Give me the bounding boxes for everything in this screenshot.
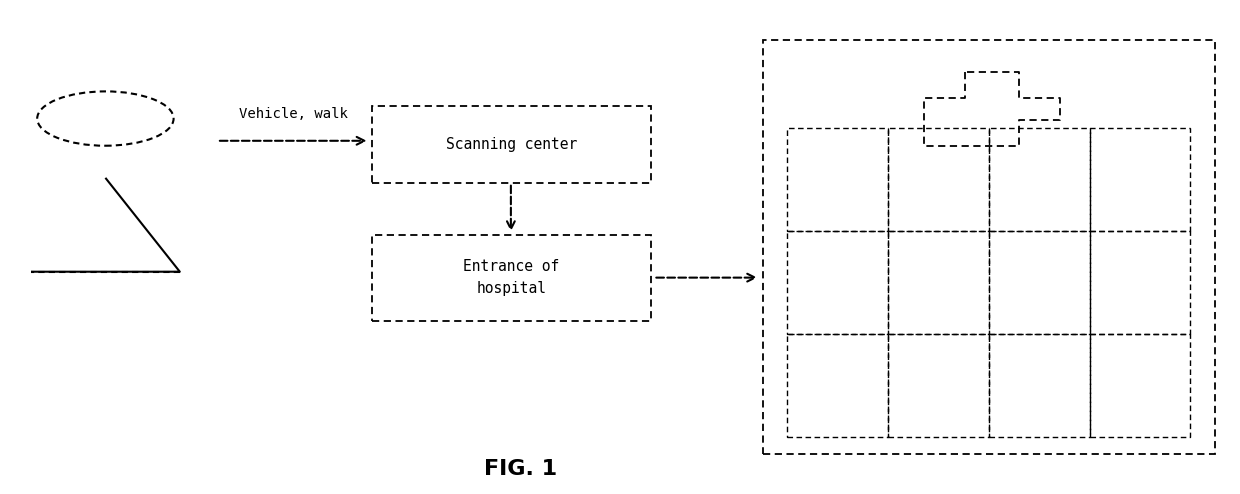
Text: FIG. 1: FIG. 1 [485, 459, 557, 479]
Bar [1090, 128, 1190, 231]
Bar [888, 334, 990, 437]
Bar [888, 128, 990, 231]
Bar [888, 231, 990, 334]
Text: Scanning center: Scanning center [446, 137, 577, 152]
Bar [787, 231, 888, 334]
Text: Vehicle, walk: Vehicle, walk [239, 107, 347, 121]
Bar [787, 128, 888, 231]
Bar [990, 334, 1090, 437]
Bar [1090, 231, 1190, 334]
Bar [990, 231, 1090, 334]
Bar [1090, 334, 1190, 437]
Bar [372, 106, 651, 183]
Bar [763, 40, 1215, 454]
Bar [787, 334, 888, 437]
Bar [372, 235, 651, 321]
Text: Entrance of
hospital: Entrance of hospital [464, 259, 559, 296]
Bar [990, 128, 1090, 231]
